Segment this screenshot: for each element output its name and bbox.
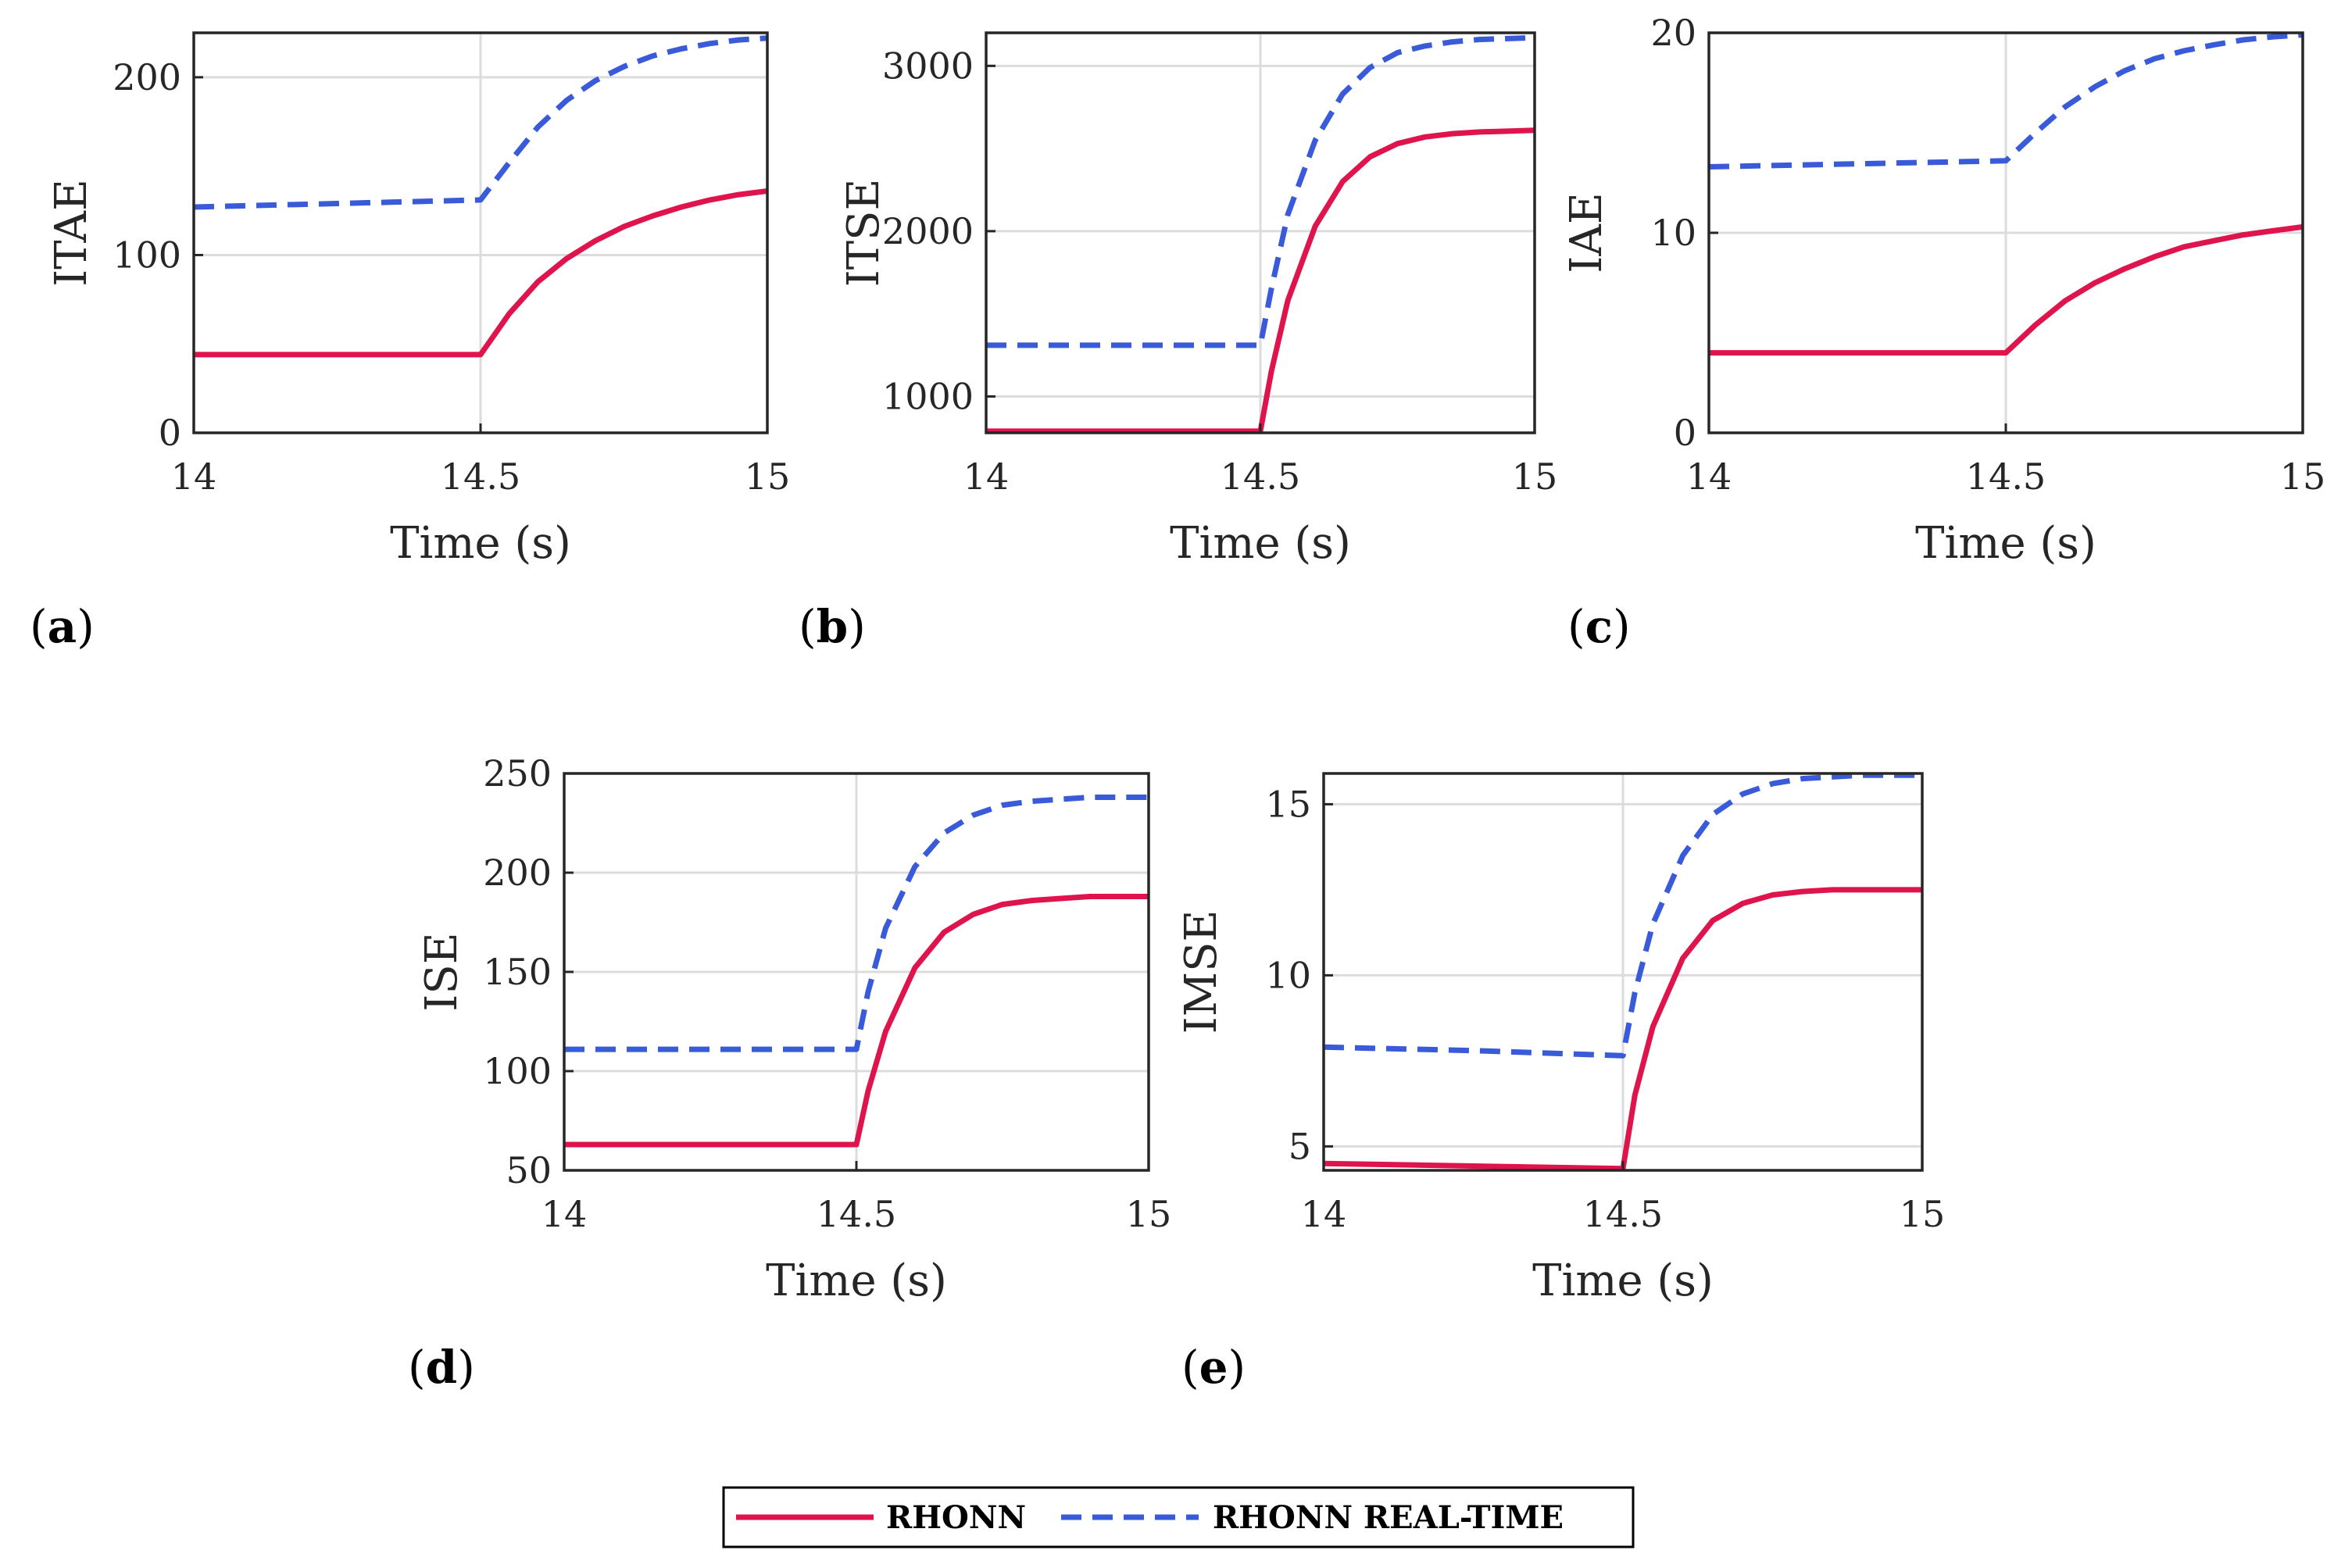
x-tick-label: 14 [171, 455, 217, 498]
chart-ise: 14 14.5 15 50 100 150 200 250 Time (s) ISE (d) [408, 752, 1171, 1394]
y-tick-label: 0 [159, 412, 181, 454]
y-tick-label: 250 [483, 752, 552, 795]
legend: RHONN RHONN REAL-TIME [722, 1486, 1635, 1548]
y-tick-label: 2000 [882, 210, 974, 252]
panel-label: (d) [408, 1341, 475, 1394]
y-tick-label: 20 [1650, 12, 1696, 54]
y-tick-label: 1000 [882, 375, 974, 417]
y-tick-label: 3000 [882, 45, 974, 87]
y-tick-label: 200 [113, 56, 181, 98]
y-tick-label: 5 [1289, 1125, 1311, 1167]
x-tick-label: 14.5 [817, 1193, 896, 1235]
y-tick-label: 10 [1650, 212, 1696, 254]
series-line-rhonn [1324, 887, 1922, 1170]
y-axis-label: IAE [1561, 192, 1612, 273]
x-tick-label: 14.5 [1221, 455, 1300, 498]
y-tick-label: 200 [483, 852, 552, 894]
y-axis-label: ITSE [838, 179, 889, 288]
chart-itae: 14 14.5 15 0 100 200 Time (s) ITAE (a) [30, 31, 791, 653]
x-axis-label: Time (s) [766, 1255, 947, 1306]
panel-label: (a) [30, 600, 95, 653]
series-line-rhonn-real-time [194, 35, 767, 210]
panel-label: (c) [1567, 600, 1631, 653]
x-tick-label: 14.5 [1583, 1193, 1663, 1235]
x-axis-label: Time (s) [1170, 518, 1351, 569]
x-tick-label: 14 [1686, 455, 1732, 498]
x-tick-label: 14 [963, 455, 1010, 498]
legend-label: RHONN REAL-TIME [1213, 1499, 1564, 1536]
chart-imse: 14 14.5 15 5 10 15 Time (s) IMSE (e) [1176, 772, 1946, 1394]
y-tick-label: 50 [506, 1149, 552, 1191]
series-line-rhonn-real-time [1324, 773, 1922, 1059]
y-tick-label: 100 [483, 1050, 552, 1092]
y-tick-label: 100 [113, 234, 181, 276]
y-tick-label: 10 [1265, 954, 1311, 996]
x-tick-label: 15 [1900, 1193, 1946, 1235]
series-line-rhonn-real-time [986, 34, 1535, 348]
chart-itse: 14 14.5 15 1000 2000 3000 Time (s) ITSE (b) [799, 31, 1558, 653]
x-axis-label: Time (s) [390, 518, 571, 569]
x-axis-label: Time (s) [1915, 518, 2096, 569]
series-line-rhonn [1709, 223, 2303, 356]
x-tick-label: 15 [1512, 455, 1558, 498]
y-tick-label: 0 [1674, 412, 1696, 454]
x-axis-label: Time (s) [1532, 1255, 1714, 1306]
panel-label: (e) [1181, 1341, 1246, 1394]
x-tick-label: 14 [1301, 1193, 1347, 1235]
x-tick-label: 15 [2280, 455, 2326, 498]
series-line-rhonn [564, 894, 1149, 1148]
x-tick-label: 15 [745, 455, 791, 498]
series-line-rhonn [194, 188, 767, 358]
y-axis-label: ITAE [46, 179, 97, 287]
y-tick-label: 15 [1265, 783, 1311, 825]
x-tick-label: 14 [542, 1193, 588, 1235]
chart-iae: 14 14.5 15 0 10 20 Time (s) IAE (c) [1561, 12, 2325, 653]
series-line-rhonn-real-time [1709, 33, 2303, 170]
legend-box [722, 1486, 1635, 1548]
x-tick-label: 15 [1126, 1193, 1172, 1235]
series-line-rhonn-real-time [564, 795, 1149, 1052]
x-tick-label: 14.5 [1966, 455, 2046, 498]
legend-label: RHONN [886, 1499, 1026, 1536]
y-axis-label: IMSE [1176, 910, 1227, 1034]
y-axis-label: ISE [416, 932, 467, 1011]
x-tick-label: 14.5 [441, 455, 520, 498]
series-line-rhonn [986, 127, 1535, 433]
y-tick-label: 150 [483, 951, 552, 993]
panel-label: (b) [799, 600, 866, 653]
